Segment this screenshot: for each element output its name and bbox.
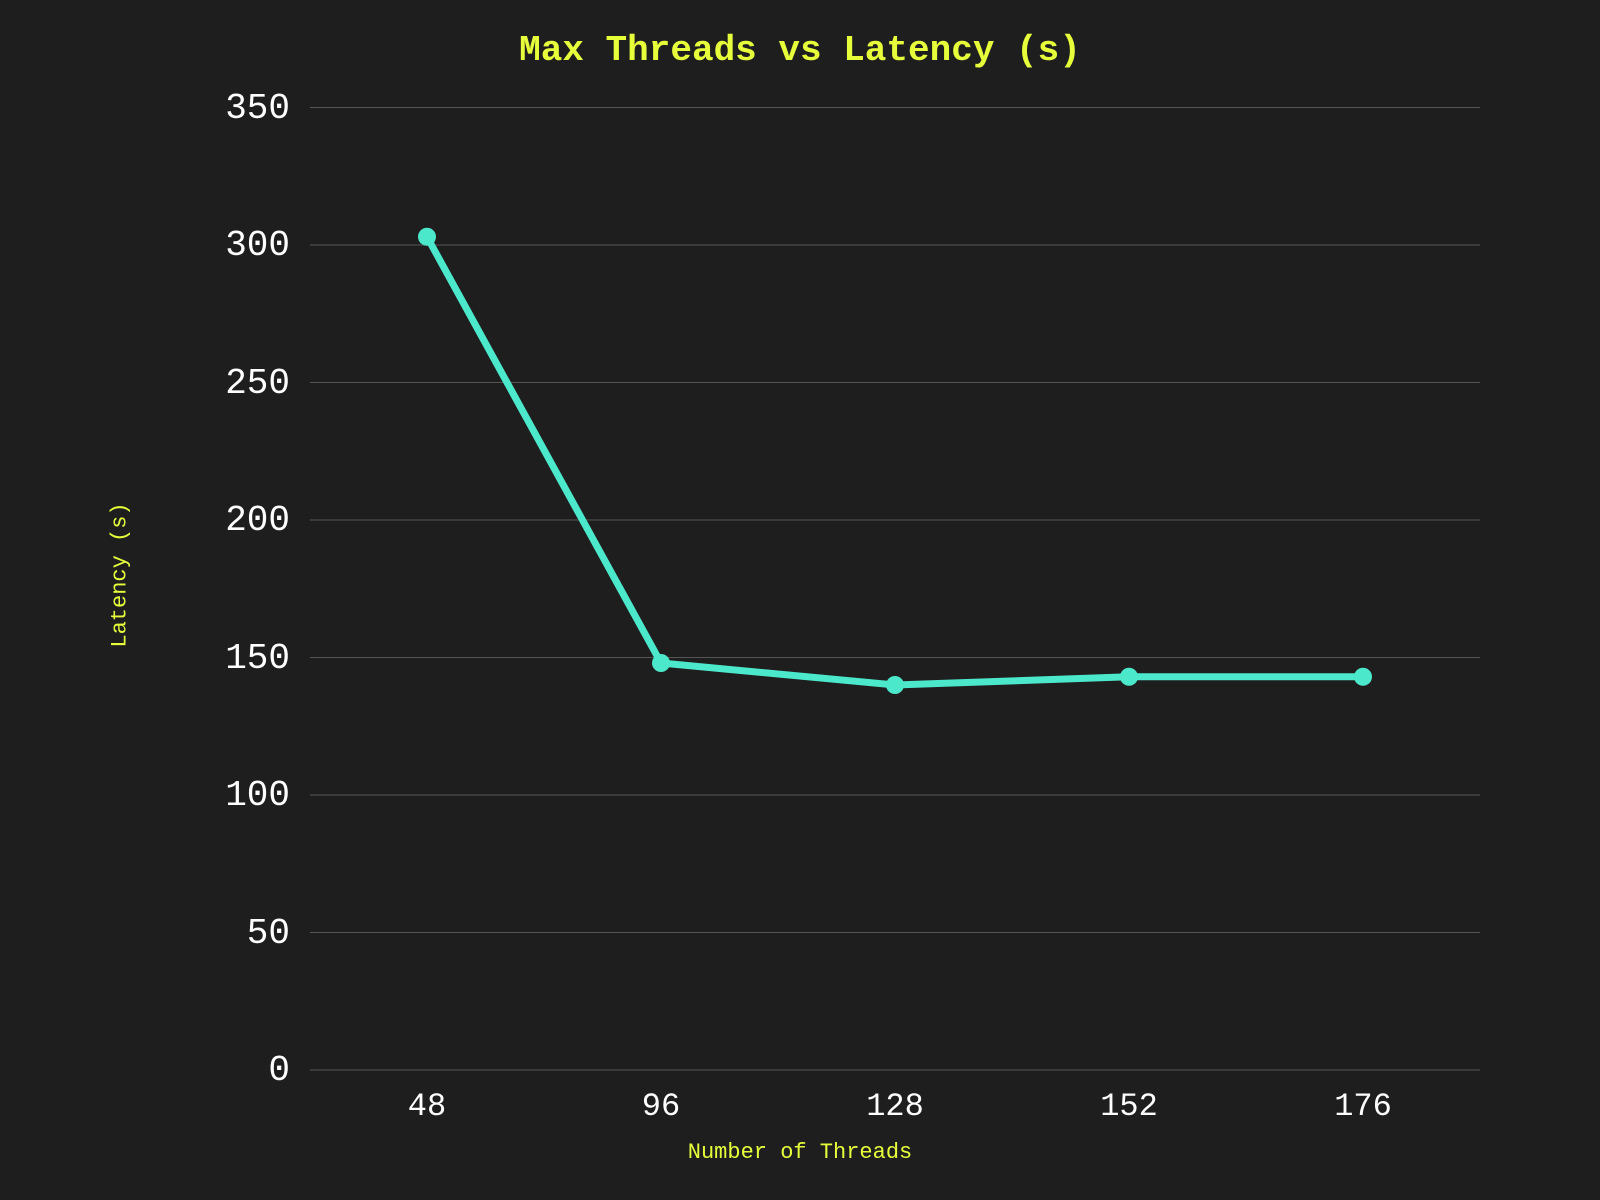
x-tick-label: 48 xyxy=(408,1088,446,1125)
y-tick-label: 150 xyxy=(225,638,290,679)
series-marker xyxy=(1354,668,1372,686)
x-axis-title: Number of Threads xyxy=(0,1140,1600,1165)
y-tick-label: 200 xyxy=(225,500,290,541)
series-marker xyxy=(418,228,436,246)
x-tick-label: 176 xyxy=(1334,1088,1392,1125)
series-marker xyxy=(652,654,670,672)
plot-area xyxy=(0,0,1600,1200)
y-tick-label: 250 xyxy=(225,363,290,404)
y-tick-label: 100 xyxy=(225,775,290,816)
chart-title: Max Threads vs Latency (s) xyxy=(0,30,1600,71)
chart-container: Max Threads vs Latency (s) Latency (s) Num… xyxy=(0,0,1600,1200)
x-tick-label: 128 xyxy=(866,1088,924,1125)
y-tick-label: 50 xyxy=(247,913,290,954)
y-tick-label: 350 xyxy=(225,88,290,129)
y-tick-label: 300 xyxy=(225,225,290,266)
series-marker xyxy=(886,676,904,694)
x-tick-label: 96 xyxy=(642,1088,680,1125)
y-tick-label: 0 xyxy=(268,1050,290,1091)
series-marker xyxy=(1120,668,1138,686)
x-tick-label: 152 xyxy=(1100,1088,1158,1125)
series-line xyxy=(427,237,1363,685)
y-axis-title: Latency (s) xyxy=(108,502,133,647)
